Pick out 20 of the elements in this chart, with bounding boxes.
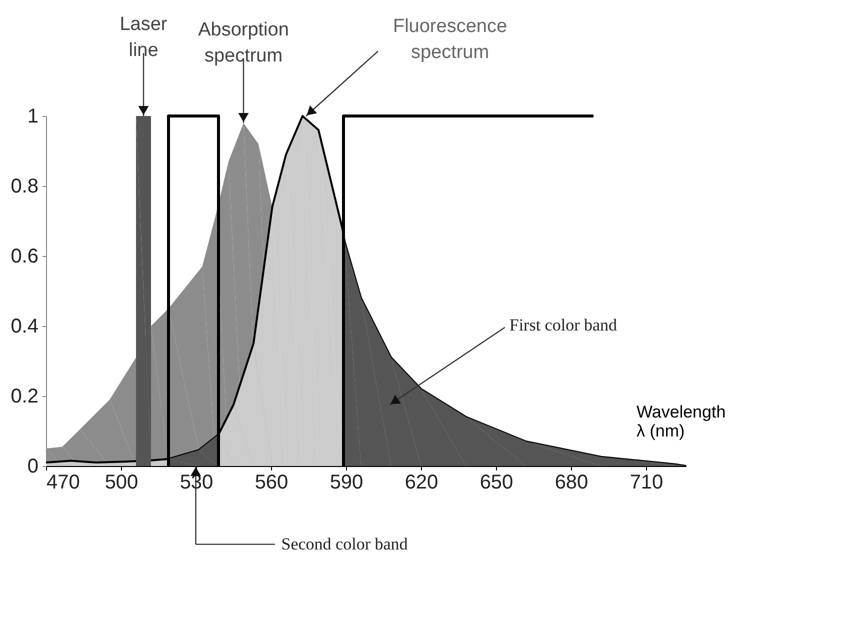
y-tick-label: 0.8 [10, 176, 38, 198]
x-tick-label: 650 [480, 472, 514, 494]
y-tick-label: 0 [27, 456, 38, 478]
x-tick-label: 620 [404, 472, 438, 494]
x-tick-label: 710 [630, 472, 664, 494]
x-tick-label: 500 [104, 472, 138, 494]
y-tick-label: 0.2 [10, 386, 38, 408]
x-tick-label: 680 [554, 472, 588, 494]
x-tick-label: 470 [46, 472, 80, 494]
text: Second color band [281, 534, 408, 554]
y-tick-label: 1 [27, 106, 38, 128]
annotation: Laser line [120, 14, 168, 62]
x-tick-label: 560 [254, 472, 288, 494]
annotation: Fluorescence spectrum [392, 16, 508, 63]
y-tick-label: 0.6 [10, 246, 38, 268]
y-tick-label: 0.4 [10, 316, 38, 338]
x-tick-label: 590 [330, 472, 364, 494]
annotation: Absorption spectrum [198, 19, 289, 66]
x-axis-title: Wavelength λ (nm) [636, 402, 726, 440]
annotation: First color band [509, 316, 618, 335]
